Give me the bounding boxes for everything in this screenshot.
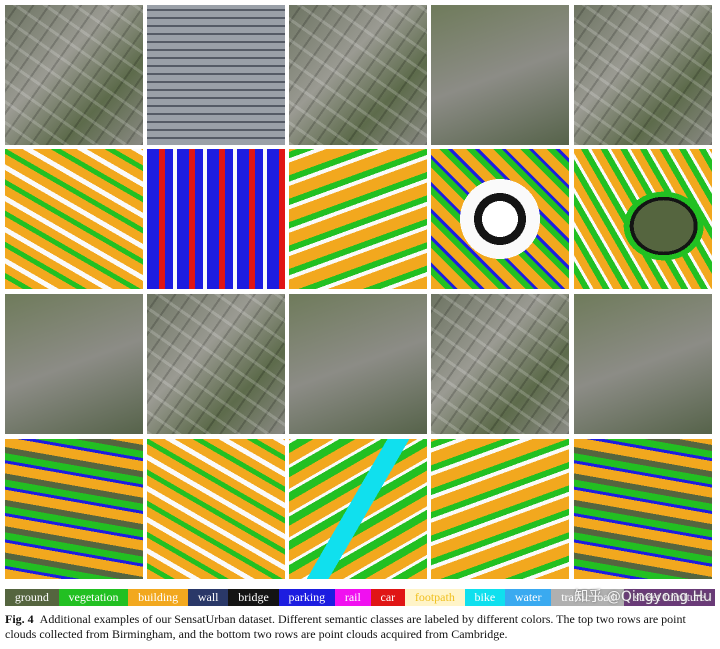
legend: ground vegetation building wall bridge parkin… [5,589,716,606]
aerial-image [5,5,143,145]
aerial-image [147,5,285,145]
legend-entry: parking [278,589,336,606]
semantic-image [431,439,569,579]
legend-entry: footpath [405,589,465,606]
legend-entry: rail [335,589,371,606]
legend-entry: car [370,589,406,606]
semantic-image [147,439,285,579]
legend-entry: water [505,589,552,606]
semantic-image [147,149,285,289]
legend-entry: vegetation [58,589,129,606]
semantic-image [289,149,427,289]
legend-entry: building [128,589,189,606]
caption-text: Additional examples of our SensatUrban d… [5,612,686,641]
aerial-image [147,294,285,434]
aerial-image [431,5,569,145]
legend-entry: street furniture [624,589,716,606]
semantic-image [289,439,427,579]
caption-label: Fig. 4 [5,612,34,626]
aerial-image [289,5,427,145]
legend-entry: traffic road [551,589,625,606]
semantic-image [431,149,569,289]
semantic-image [5,439,143,579]
aerial-image [289,294,427,434]
legend-entry: ground [5,589,59,606]
aerial-image [574,5,712,145]
watermark: 知乎 @Qingyong Hu [574,589,712,605]
semantic-image [574,439,712,579]
semantic-image [5,149,143,289]
aerial-image [431,294,569,434]
legend-entry: wall [188,589,229,606]
aerial-image [574,294,712,434]
legend-entry: bridge [228,589,279,606]
legend-entry: bike [464,589,506,606]
semantic-image [574,149,712,289]
aerial-image [5,294,143,434]
caption: Fig. 4 Additional examples of our SensatU… [5,612,717,642]
